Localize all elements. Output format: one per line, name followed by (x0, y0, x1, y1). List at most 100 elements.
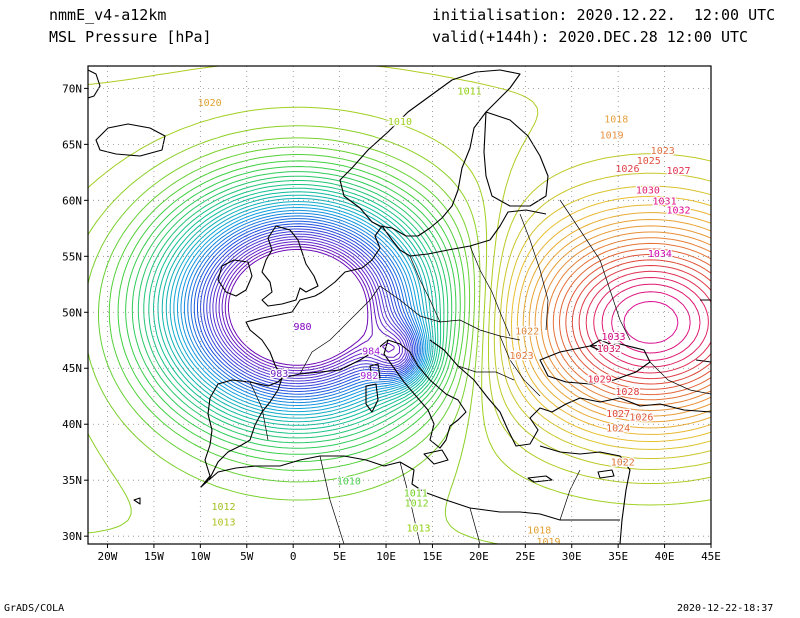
lat-label: 50N (62, 306, 82, 319)
isobar-label: 1029 (588, 374, 612, 385)
isobar-label: 1030 (636, 185, 660, 196)
isobar-1013 (88, 66, 711, 484)
isobar-991 (190, 218, 420, 398)
isobar-1024 (552, 242, 711, 401)
isobar-label: 1019 (536, 537, 560, 548)
isobar-label: 982 (360, 371, 378, 382)
field-name: MSL Pressure [hPa] (49, 28, 212, 46)
isobar-label: 1012 (405, 499, 429, 510)
lon-label: 15E (423, 550, 443, 563)
isobar-1021 (534, 225, 711, 417)
isobar-1031 (601, 283, 701, 361)
isobar-1023 (546, 237, 711, 406)
isobar-1026 (565, 253, 711, 390)
isobar-label: 1027 (606, 409, 630, 420)
isobar-995 (177, 207, 427, 409)
axis-ticks (84, 87, 712, 548)
isobar-1030 (593, 277, 709, 368)
isobar-label: 1012 (212, 502, 236, 513)
isobar-label: 1034 (648, 249, 672, 260)
isobar-label: 1028 (615, 387, 639, 398)
isobar-1014 (493, 153, 711, 470)
country-borders (249, 199, 711, 544)
isobar-1016 (505, 185, 711, 450)
lon-label: 10E (376, 550, 396, 563)
init-time: initialisation: 2020.12.22. 12:00 UTC (432, 6, 776, 24)
isobar-1008 (108, 154, 466, 471)
isobar-1009 (98, 146, 471, 483)
isobar-label: 1023 (651, 146, 675, 157)
isobar-1027 (571, 259, 711, 385)
isobar-1003 (143, 180, 445, 439)
isobar-label: 1011 (458, 87, 482, 98)
lat-label: 30N (62, 530, 82, 543)
isobar-981 (221, 243, 400, 372)
isobar-label: 1010 (388, 117, 412, 128)
lon-label: 20E (469, 550, 489, 563)
model-name: nmmE_v4-a12km (49, 6, 167, 24)
isobar-label: 1018 (527, 526, 551, 537)
lon-label: 35E (608, 550, 628, 563)
isobar-1025 (559, 248, 711, 396)
isobar-1028 (578, 265, 711, 380)
isobar-label: 980 (293, 322, 311, 333)
latitude-labels: 70N 65N 60N 55N 50N 45N 40N 35N 30N (62, 82, 82, 543)
software-credit: GrADS/COLA (4, 603, 65, 614)
isobar-986 (206, 231, 412, 385)
lon-label: 0 (290, 550, 297, 563)
isobar-987 (203, 228, 414, 387)
isobar-label: 1013 (212, 518, 236, 529)
longitude-labels: 20W 15W 10W 5W 0 5E 10E 15E 20E 25E 30E … (98, 550, 721, 563)
isobar-label: 984 (362, 346, 380, 357)
lon-label: 5E (333, 550, 346, 563)
lat-label: 35N (62, 474, 82, 487)
isobar-label: 1032 (666, 205, 690, 216)
isobar-1029 (585, 270, 711, 374)
plot-frame (87, 65, 712, 545)
isobar-993 (183, 212, 423, 404)
lat-label: 70N (62, 82, 82, 95)
isobar-1012 (88, 106, 711, 506)
isobar-989 (197, 223, 417, 392)
isobar-1000 (157, 191, 436, 426)
isobar-contours (88, 66, 711, 544)
isobar-1007 (117, 160, 461, 463)
isobar-1018 (516, 204, 711, 435)
isobar-1006 (125, 166, 457, 455)
lon-label: 45E (701, 550, 721, 563)
isobar-992 (187, 215, 422, 401)
isobar-label: 1025 (637, 156, 661, 167)
lat-label: 65N (62, 138, 82, 151)
isobar-1032 (611, 291, 691, 354)
isobar-label: 1011 (404, 489, 428, 500)
isobar-982 (218, 241, 403, 374)
isobar-label: 1013 (406, 523, 430, 534)
isobar-1019 (522, 212, 711, 429)
lon-label: 5W (240, 550, 254, 563)
lat-label: 45N (62, 362, 82, 375)
lon-label: 30E (562, 550, 582, 563)
isobar-1001 (153, 187, 439, 430)
isobar-999 (161, 194, 434, 423)
isobar-label: 1020 (198, 98, 222, 109)
isobar-983 (215, 238, 406, 377)
isobar-1017 (511, 195, 711, 442)
valid-time: valid(+144h): 2020.DEC.28 12:00 UTC (432, 28, 749, 46)
isobar-979 (227, 248, 369, 366)
isobar-label: 1032 (597, 344, 621, 355)
isobar-1004 (137, 175, 449, 444)
isobar-1015 (499, 172, 711, 459)
isobar-label: 1018 (604, 115, 628, 126)
lon-label: 10W (190, 550, 210, 563)
lon-label: 25E (515, 550, 535, 563)
isobar-1033 (623, 301, 679, 344)
isobar-1005 (131, 171, 453, 449)
lon-label: 15W (144, 550, 164, 563)
lat-label: 40N (62, 418, 82, 431)
isobar-label: 1026 (615, 164, 639, 175)
isobar-1020 (528, 219, 711, 423)
coastlines (88, 69, 711, 544)
isobar-label: 1022 (611, 457, 635, 468)
